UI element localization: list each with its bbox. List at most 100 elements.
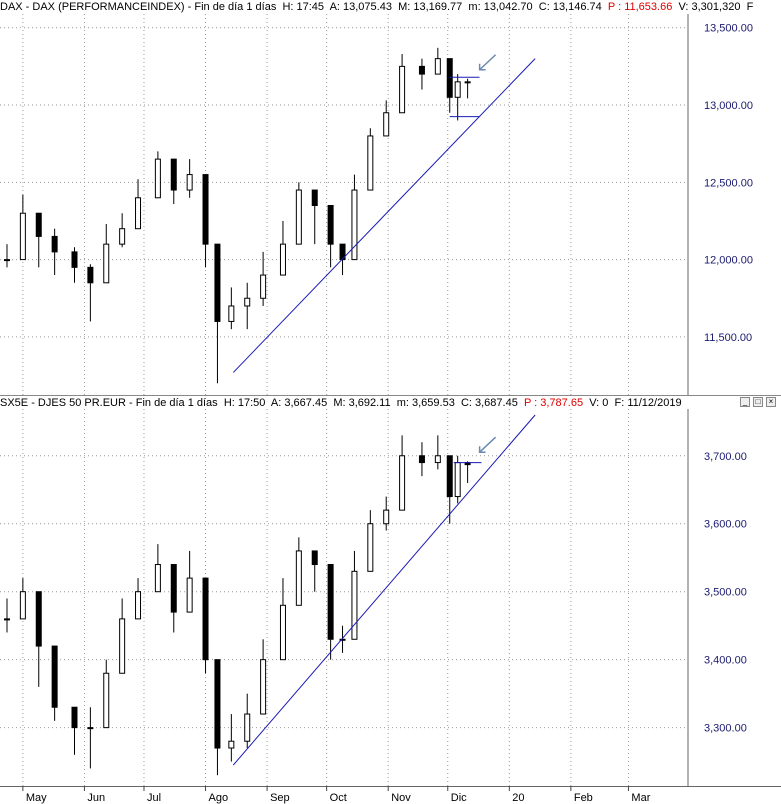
candle-down — [87, 266, 94, 284]
interval: Fin de día 1 días — [135, 397, 218, 409]
candle-down — [327, 564, 334, 640]
open-readout: A: 3,667.45 — [270, 397, 328, 409]
x-tick-label: 20 — [512, 792, 524, 804]
candle-up — [228, 305, 235, 322]
x-tick-label: Sep — [270, 792, 290, 804]
candle-up — [279, 604, 286, 661]
candle-up — [119, 618, 126, 674]
time-readout: H: 17:50 — [223, 397, 266, 409]
candle-down — [202, 577, 209, 661]
candle-up — [367, 523, 374, 572]
high-readout: M: 13,169.77 — [398, 1, 463, 13]
candle-up — [434, 58, 441, 75]
arrow-head — [478, 63, 486, 71]
candle-up — [260, 659, 267, 715]
open-readout: A: 13,075.43 — [329, 1, 392, 13]
candle-down — [71, 251, 78, 268]
candle-up — [244, 713, 251, 742]
candle-up — [279, 243, 286, 276]
y-tick-label: 12,000.00 — [704, 255, 753, 267]
candle-up — [119, 228, 126, 245]
candle-down — [71, 706, 78, 729]
candle-up — [260, 274, 267, 299]
time-readout: H: 17:45 — [282, 1, 325, 13]
y-tick-label: 13,000.00 — [704, 100, 753, 112]
x-tick-label: Oct — [330, 792, 347, 804]
sx5e-chart-pane: SX5E - DJES 50 PR.EUR - Fin de día 1 día… — [0, 395, 781, 786]
symbol: DAX — [0, 1, 23, 13]
candle-up — [3, 259, 10, 262]
close-readout: C: 3,687.45 — [460, 397, 518, 409]
x-tick-label: May — [26, 792, 47, 804]
x-tick-label: Jul — [147, 792, 161, 804]
f-readout: F: 11/12/2019 — [614, 397, 682, 409]
dax-plot[interactable]: 11,500.00 12,000.00 12,500.00 13,000.00 13,5… — [0, 14, 781, 395]
maximize-button[interactable]: □ — [753, 397, 763, 407]
y-tick-label: 3,600.00 — [704, 519, 747, 531]
date-axis: May Jun Jul Ago Sep Oct Nov Dic 20 Feb Mar — [0, 786, 781, 804]
candle-up — [367, 135, 374, 191]
candle-up — [186, 174, 193, 191]
candle-up — [103, 672, 110, 729]
sx5e-plot[interactable]: 3,300.00 3,400.00 3,500.00 3,600.00 3,700.00 — [0, 409, 781, 786]
candle-up — [295, 550, 302, 606]
candle-down — [51, 645, 58, 708]
candle-down — [418, 65, 425, 75]
candle-up — [103, 243, 110, 284]
candle-up — [154, 158, 161, 199]
candle-down — [327, 205, 334, 245]
candle-down — [35, 212, 42, 237]
volume-readout: V: 3,301,320 — [678, 1, 741, 13]
p-readout: P : 3,787.65 — [523, 397, 584, 409]
candle-up — [454, 462, 461, 498]
candle-up — [87, 727, 94, 730]
candle-up — [434, 455, 441, 464]
instrument-name: DAX (PERFORMANCEINDEX) — [32, 1, 185, 13]
high-readout: M: 3,692.11 — [333, 397, 391, 409]
candle-down — [418, 455, 425, 464]
candle-down — [446, 58, 453, 98]
candle-up — [244, 297, 251, 307]
candle-up — [399, 65, 406, 114]
candle-down — [311, 550, 318, 566]
low-readout: m: 13,042.70 — [468, 1, 533, 13]
f-readout: F — [746, 1, 754, 13]
candle-up — [19, 212, 26, 261]
x-tick-label: Ago — [209, 792, 229, 804]
candle-down — [170, 158, 177, 191]
x-tick-label: Mar — [631, 792, 650, 804]
candle-up — [19, 591, 26, 620]
x-tick-label: Feb — [574, 792, 593, 804]
sx5e-header: SX5E - DJES 50 PR.EUR - Fin de día 1 día… — [0, 395, 781, 410]
close-readout: C: 13,146.74 — [538, 1, 602, 13]
candle-down — [214, 659, 221, 749]
low-readout: m: 3,659.53 — [396, 397, 455, 409]
candle-up — [228, 740, 235, 749]
candle-up — [295, 189, 302, 245]
dax-header: DAX - DAX (PERFORMANCEINDEX) - Fin de dí… — [0, 1, 754, 13]
candle-up — [154, 564, 161, 593]
candle-down — [214, 243, 221, 322]
x-tick-label: Jun — [87, 792, 105, 804]
candle-up — [383, 509, 390, 525]
arrow-annotation — [479, 436, 497, 453]
candle-down — [202, 174, 209, 245]
y-tick-label: 11,500.00 — [704, 332, 752, 344]
instrument-name: DJES 50 PR.EUR — [37, 397, 126, 409]
dax-chart-pane: DAX - DAX (PERFORMANCEINDEX) - Fin de dí… — [0, 0, 781, 395]
candle-down — [464, 81, 471, 84]
candle-up — [135, 591, 142, 620]
candle-up — [3, 618, 10, 621]
minimize-button[interactable]: _ — [740, 397, 750, 407]
candle-up — [186, 577, 193, 613]
candle-down — [51, 235, 58, 253]
candle-up — [339, 638, 346, 641]
candle-down — [311, 189, 318, 207]
candle-down — [170, 564, 177, 613]
p-readout: P : 11,653.66 — [607, 1, 673, 13]
arrow-annotation — [479, 54, 497, 71]
y-tick-label: 3,500.00 — [704, 587, 747, 599]
close-button[interactable]: × — [766, 397, 776, 407]
y-tick-label: 12,500.00 — [704, 177, 753, 189]
volume-readout: V: 0 — [589, 397, 609, 409]
